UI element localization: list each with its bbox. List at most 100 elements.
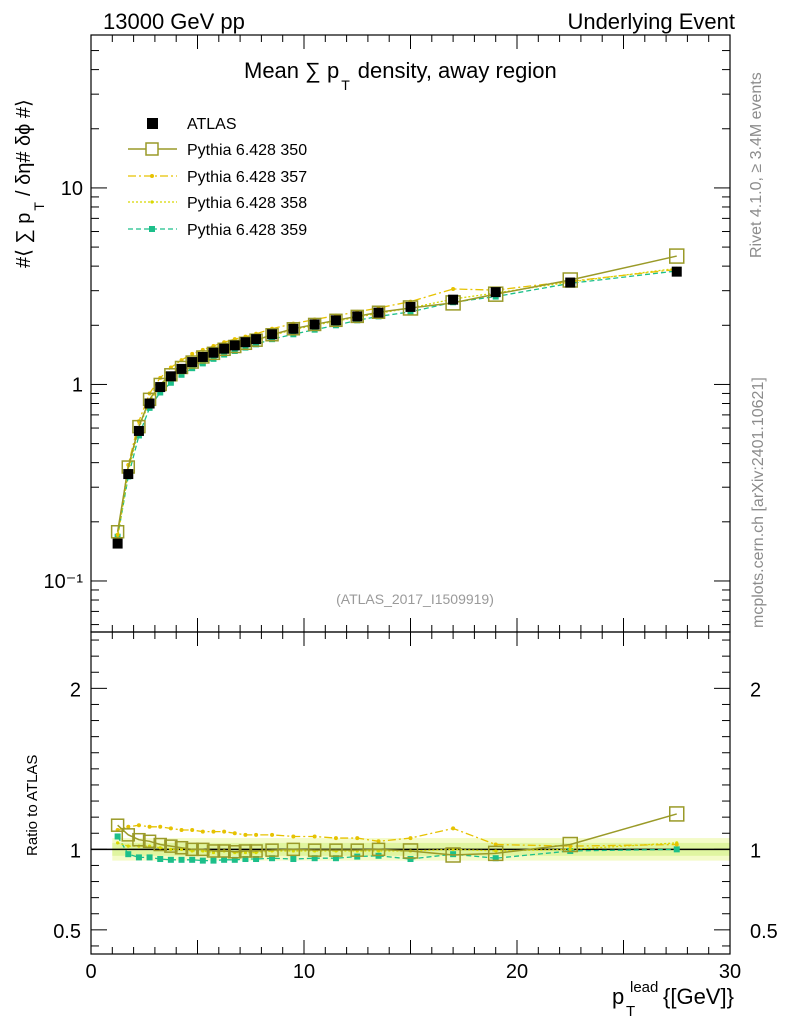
point-p350 — [402, 300, 419, 316]
ratio-plot-panel: 0.5 0.51 12 20 10 20 30 Ratio to ATLAS pTlead{… — [24, 631, 778, 1020]
point-p350 — [350, 309, 364, 324]
point-p359 — [167, 379, 174, 386]
point-atlas — [448, 294, 459, 305]
point-p358 — [169, 847, 173, 851]
point-p359 — [199, 857, 206, 864]
point-p357 — [115, 532, 120, 537]
point-p350 — [249, 844, 263, 858]
point-p350 — [174, 840, 189, 855]
point-p359 — [407, 856, 414, 863]
point-p350 — [307, 317, 322, 332]
point-p357 — [493, 842, 498, 847]
series-line-p350 — [116, 255, 677, 532]
point-p357 — [254, 832, 259, 837]
point-p359 — [673, 846, 680, 853]
point-p357 — [291, 834, 296, 839]
plot-title: Mean ∑ pTdensity, away region — [244, 58, 557, 93]
header-category-label: Underlying Event — [567, 9, 735, 34]
point-p359 — [253, 341, 260, 348]
point-p350 — [142, 834, 157, 849]
point-p357 — [451, 826, 456, 831]
point-p359 — [332, 855, 339, 862]
legend-marker-atlas — [147, 118, 158, 129]
point-p357 — [136, 823, 141, 828]
ratio-series-group — [110, 806, 685, 864]
legend-entry-p350: Pythia 6.428 350 — [128, 142, 307, 159]
point-p358 — [190, 849, 194, 853]
point-p358 — [291, 849, 295, 853]
point-p357 — [158, 824, 163, 829]
series-line-p359 — [116, 270, 677, 537]
point-atlas — [267, 329, 278, 340]
point-atlas — [187, 357, 198, 368]
header-collision-label: 13000 GeV pp — [103, 9, 245, 34]
point-p357 — [270, 832, 275, 837]
point-p357 — [190, 351, 195, 356]
point-atlas — [373, 307, 384, 318]
ratio-axis-ticks: 0.5 0.51 12 20 10 20 30 — [53, 632, 778, 983]
point-p357 — [179, 828, 184, 833]
analysis-reference: (ATLAS_2017_I1509919) — [336, 591, 494, 607]
point-p350 — [206, 844, 221, 858]
point-p359 — [311, 326, 318, 333]
point-p350 — [669, 806, 685, 822]
point-p350 — [238, 844, 253, 858]
point-atlas — [144, 398, 155, 409]
point-p350 — [445, 847, 461, 863]
point-atlas — [197, 351, 208, 362]
legend-label-p359: Pythia 6.428 359 — [187, 222, 307, 239]
point-p359 — [253, 856, 260, 863]
point-p350 — [371, 842, 386, 857]
point-p357 — [147, 824, 152, 829]
point-atlas — [352, 311, 363, 322]
point-atlas — [330, 315, 341, 326]
point-p350 — [329, 313, 343, 328]
legend-entry-atlas: ATLAS — [147, 116, 237, 133]
point-p350 — [110, 525, 125, 539]
point-p358 — [494, 849, 498, 853]
ratio-xtick-label: 10 — [293, 961, 315, 983]
point-p357 — [211, 829, 216, 834]
legend-entry-p357: Pythia 6.428 357 — [128, 169, 307, 186]
point-p350 — [164, 839, 178, 853]
point-p358 — [254, 850, 258, 855]
x-axis-label: pTlead {[GeV]} — [612, 979, 734, 1020]
ratio-panel-frame — [90, 631, 731, 955]
point-p359 — [178, 856, 185, 863]
point-p350 — [562, 836, 578, 853]
legend-marker-p359 — [149, 226, 155, 232]
point-p350 — [185, 842, 199, 857]
point-atlas — [251, 334, 262, 345]
main-ytick-label: 1 — [72, 374, 83, 396]
point-p359 — [221, 351, 228, 358]
ratio-ytick-label-left: 1 — [70, 840, 81, 862]
ratio-y-axis-label: Ratio to ATLAS — [24, 755, 41, 856]
point-p357 — [168, 826, 173, 831]
point-p359 — [450, 851, 457, 858]
point-p350 — [110, 818, 125, 832]
ratio-ytick-label-right: 0.5 — [750, 921, 778, 943]
point-p357 — [243, 832, 248, 837]
point-p358 — [568, 847, 572, 851]
point-p358 — [376, 849, 381, 853]
point-p359 — [231, 347, 238, 354]
point-p350 — [402, 843, 419, 859]
point-p359 — [135, 854, 142, 861]
main-axis-ticks: 10⁻¹ 1 10 — [44, 34, 731, 632]
point-p359 — [157, 389, 164, 396]
point-p357 — [408, 836, 413, 841]
point-p359 — [290, 856, 297, 863]
main-series-group — [110, 248, 685, 549]
point-atlas — [309, 319, 320, 330]
source-label: mcplots.cern.ch [arXiv:2401.10621] — [750, 377, 767, 628]
point-p359 — [114, 833, 121, 840]
point-p359 — [311, 855, 318, 862]
ratio-xtick-label: 30 — [719, 961, 741, 983]
point-p359 — [210, 857, 217, 864]
point-atlas — [155, 382, 166, 393]
point-p357 — [232, 831, 237, 836]
point-p350 — [185, 355, 199, 369]
point-p357 — [333, 836, 338, 841]
main-ytick-label: 10⁻¹ — [44, 571, 84, 593]
